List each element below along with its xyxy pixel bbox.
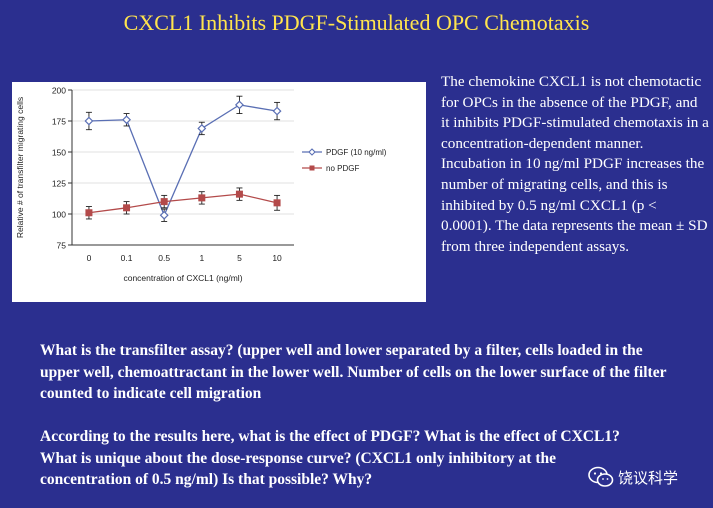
wechat-icon <box>588 466 614 487</box>
data-point-no-pdgf <box>235 190 243 198</box>
y-tick-label: 125 <box>52 179 66 189</box>
question-dose-response: According to the results here, what is t… <box>40 428 620 488</box>
chart-panel: 75 100 125 150 175 200 0 0.1 0.5 1 5 10 concentratio… <box>12 82 426 302</box>
data-point-no-pdgf <box>85 209 93 217</box>
legend-label: no PDGF <box>326 164 359 173</box>
y-tick-label: 200 <box>52 86 66 96</box>
x-tick-label: 0.1 <box>121 253 133 263</box>
x-tick-label: 0 <box>87 253 92 263</box>
migration-line-chart: 75 100 125 150 175 200 0 0.1 0.5 1 5 10 concentratio… <box>15 86 387 284</box>
y-tick-label: 150 <box>52 148 66 158</box>
question-transfilter-assay: What is the transfilter assay? (upper we… <box>40 342 667 402</box>
data-point-no-pdgf <box>160 198 168 206</box>
data-point-pdgf <box>234 100 244 110</box>
data-point-no-pdgf <box>123 204 131 212</box>
y-tick-label: 100 <box>52 210 66 220</box>
y-axis-title: Relative # of transfilter migrating cell… <box>15 97 25 238</box>
series-line <box>88 193 278 214</box>
legend-marker <box>308 148 316 156</box>
y-tick-label: 75 <box>57 241 67 251</box>
slide-title: CXCL1 Inhibits PDGF-Stimulated OPC Chemo… <box>123 10 590 35</box>
data-point-no-pdgf <box>273 199 281 207</box>
legend-marker <box>309 165 315 171</box>
data-point-pdgf <box>159 210 169 220</box>
y-tick-label: 175 <box>52 117 66 127</box>
x-axis-title: concentration of CXCL1 (ng/ml) <box>123 273 242 283</box>
data-point-pdgf <box>84 116 94 126</box>
data-point-pdgf <box>272 106 282 116</box>
x-tick-label: 1 <box>199 253 204 263</box>
data-point-no-pdgf <box>198 194 206 202</box>
chart-description: The chemokine CXCL1 is not chemotactic f… <box>441 73 709 255</box>
legend-label: PDGF (10 ng/ml) <box>326 148 387 157</box>
x-tick-label: 0.5 <box>158 253 170 263</box>
series-line <box>88 104 278 217</box>
x-tick-label: 10 <box>272 253 282 263</box>
data-point-pdgf <box>197 123 207 133</box>
watermark: 饶议科学 <box>588 466 678 488</box>
data-point-pdgf <box>122 115 132 125</box>
x-tick-label: 5 <box>237 253 242 263</box>
watermark-text: 饶议科学 <box>618 468 679 487</box>
